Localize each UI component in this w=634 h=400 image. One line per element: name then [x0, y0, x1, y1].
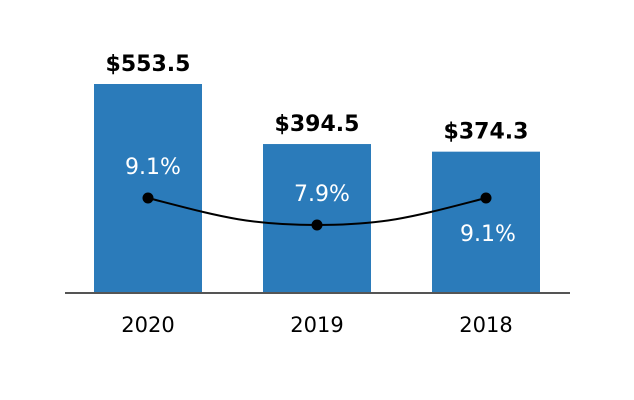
percent-label: 7.9% [294, 182, 350, 207]
line-layer [142, 192, 492, 231]
bar-2020 [94, 84, 202, 293]
bars-layer [94, 84, 540, 293]
bar-value-label: $394.5 [275, 112, 360, 137]
percent-point [311, 219, 323, 231]
category-label: 2019 [290, 313, 343, 337]
percent-label: 9.1% [460, 222, 516, 247]
bar-2018 [432, 151, 540, 293]
percent-point [480, 192, 492, 204]
bar-2019 [263, 144, 371, 293]
percent-label: 9.1% [125, 155, 181, 180]
percent-point [142, 192, 154, 204]
category-label: 2018 [459, 313, 512, 337]
bar-value-label: $374.3 [444, 120, 529, 145]
labels-layer: $553.5 2020 $394.5 2019 $374.3 2018 9.1% 7.9% 9.… [106, 52, 529, 337]
category-label: 2020 [121, 313, 174, 337]
bar-value-label: $553.5 [106, 52, 191, 77]
